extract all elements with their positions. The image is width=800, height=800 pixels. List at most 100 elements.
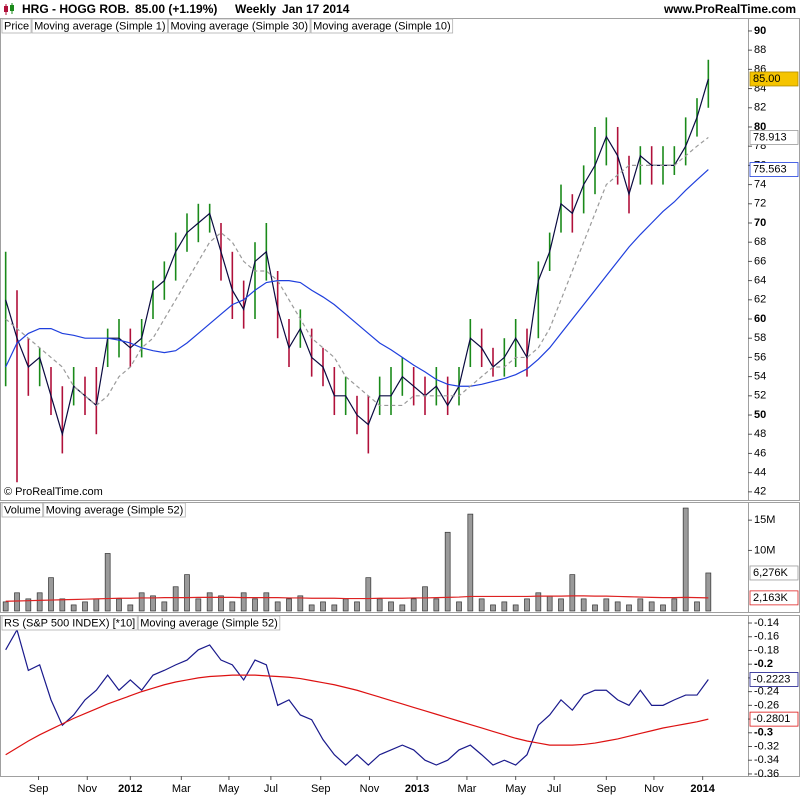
last-value-box — [749, 71, 799, 87]
volume-bar — [410, 598, 417, 612]
y-tick-label: 74 — [754, 178, 766, 190]
y-tick-label: 80 — [754, 121, 766, 133]
volume-bar — [660, 604, 666, 612]
legend-label: Moving average (Simple 52) — [46, 504, 184, 516]
volume-bar — [546, 595, 553, 612]
series-line — [5, 674, 709, 756]
x-tick-label: Jul — [264, 783, 278, 795]
volume-bar — [705, 572, 712, 612]
x-tick-label: Sep — [29, 783, 49, 795]
y-tick-label: 48 — [754, 428, 766, 440]
x-tick-label: Mar — [172, 783, 191, 795]
volume-bar — [524, 598, 530, 612]
volume-bar — [70, 604, 77, 612]
plot — [4, 59, 710, 483]
volume-bar — [512, 604, 519, 612]
x-tick-label: May — [505, 783, 526, 795]
series-line — [5, 136, 709, 407]
last-value-box — [749, 672, 799, 687]
period: Weekly — [235, 2, 276, 16]
legend-box — [1, 615, 138, 631]
volume-bar — [263, 592, 270, 612]
legend-label: Moving average (Simple 10) — [313, 20, 451, 32]
y-tick-label: 42 — [754, 486, 766, 498]
x-tick-label: 2013 — [405, 783, 429, 795]
x-tick-label: Mar — [457, 783, 476, 795]
logo-icon — [4, 3, 14, 15]
y-tick-label: -0.2 — [754, 658, 773, 670]
volume-bar — [456, 601, 462, 612]
volume-bar — [490, 604, 496, 612]
y-tick-label: -0.34 — [754, 754, 779, 766]
quote: 85.00 (+1.19%) — [135, 2, 217, 16]
legend-box — [1, 502, 44, 518]
volume-bar — [444, 531, 451, 612]
last-value-label: 85.00 — [753, 73, 781, 85]
volume-bar — [637, 598, 644, 612]
last-value-label: 2,163K — [753, 592, 789, 604]
legend-box — [310, 18, 454, 34]
last-value-label: 75.563 — [753, 163, 787, 175]
y-tick-label: 15M — [754, 514, 775, 526]
volume-bar — [184, 574, 190, 612]
y-tick-label: -0.26 — [754, 699, 779, 711]
x-tick-label: Nov — [77, 783, 97, 795]
x-tick-label: May — [219, 783, 240, 795]
volume-bar — [682, 507, 689, 612]
volume-bar — [478, 598, 485, 612]
site: www.ProRealTime.com — [663, 2, 796, 16]
y-tick-label: 66 — [754, 255, 766, 267]
volume-bar — [206, 592, 213, 612]
series-line — [5, 169, 709, 387]
volume-bar — [694, 601, 700, 612]
last-value-label: 78.913 — [753, 131, 787, 143]
volume-bar — [354, 601, 360, 612]
y-tick-label: -0.24 — [754, 686, 779, 698]
x-tick-label: Nov — [360, 783, 380, 795]
legend-label: Moving average (Simple 1) — [34, 20, 165, 32]
plot — [5, 628, 709, 766]
volume-bar — [274, 601, 281, 612]
volume-bar — [671, 598, 678, 612]
legend-box — [137, 615, 281, 631]
volume-bar — [2, 601, 9, 612]
legend-label: Volume — [4, 504, 41, 516]
y-tick-label: 46 — [754, 447, 766, 459]
volume-bar — [535, 592, 542, 612]
last-value-box — [749, 711, 799, 727]
volume-bar — [59, 598, 66, 612]
date: Jan 17 2014 — [282, 2, 350, 16]
last-value-label: 6,276K — [753, 567, 789, 579]
volume-bar — [195, 598, 202, 612]
y-tick-label: 58 — [754, 332, 766, 344]
y-tick-label: -0.18 — [754, 644, 779, 656]
volume-bar — [558, 598, 564, 612]
y-tick-label: 68 — [754, 236, 766, 248]
y-tick-label: 62 — [754, 294, 766, 306]
last-value-label: -0.2801 — [753, 713, 790, 725]
last-value-box — [749, 130, 799, 145]
legend-label: Moving average (Simple 52) — [140, 617, 278, 629]
y-tick-label: -0.3 — [754, 727, 773, 739]
volume-bar — [25, 598, 32, 612]
y-tick-label: 60 — [754, 313, 766, 325]
volume-bar — [614, 601, 621, 612]
symbol: HRG - HOGG ROB. — [22, 2, 129, 16]
legend-label: Price — [4, 20, 29, 32]
last-value-box — [749, 565, 799, 581]
volume-bar — [501, 601, 508, 612]
volume-bar — [648, 601, 655, 612]
series-line — [5, 595, 709, 602]
y-tick-label: 64 — [754, 275, 766, 287]
volume-bar — [93, 598, 100, 612]
volume-bar — [569, 574, 576, 612]
volume-bar — [36, 592, 43, 612]
y-tick-label: 72 — [754, 198, 766, 210]
volume-bar — [433, 598, 440, 612]
legend-box — [168, 18, 311, 34]
volume-bar — [467, 513, 474, 612]
y-tick-label: -0.36 — [754, 768, 779, 780]
y-tick-label: 44 — [754, 467, 766, 479]
